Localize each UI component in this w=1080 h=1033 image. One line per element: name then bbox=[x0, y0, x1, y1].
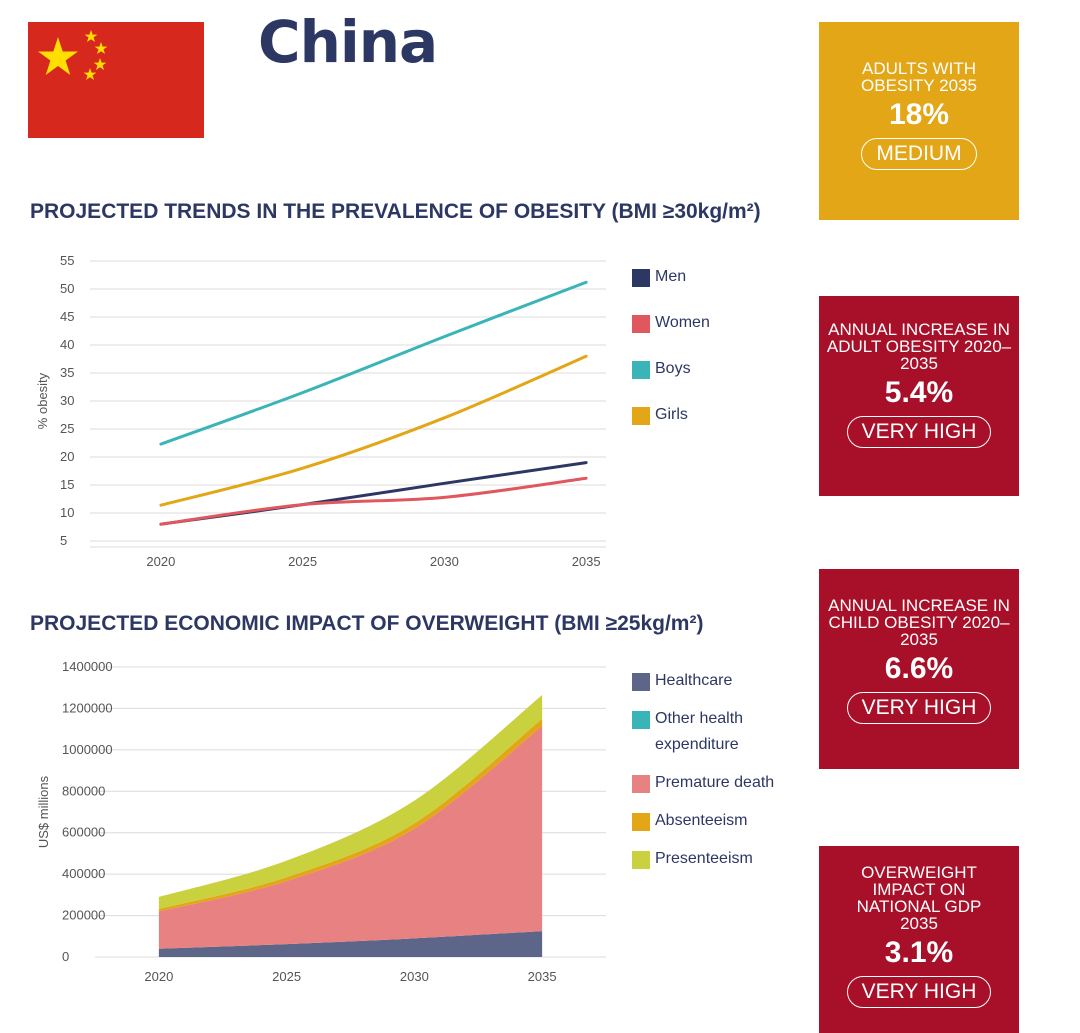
card-value: 18% bbox=[888, 98, 950, 131]
legend-item-other-health-expenditure: Other health expenditure bbox=[632, 710, 775, 758]
legend-label: Men bbox=[655, 268, 687, 285]
series-area-presenteeism bbox=[158, 694, 543, 909]
x-tick-label: 2035 bbox=[528, 969, 557, 984]
x-tick-label: 2030 bbox=[430, 554, 459, 569]
y-tick-label: 35 bbox=[60, 365, 74, 380]
card-rating-badge: MEDIUM bbox=[861, 138, 977, 170]
y-tick-label: 40 bbox=[60, 337, 74, 352]
obesity-trends-chart: 55 50 45 40 35 30 25 20 15 10 5 2020 2025 2030 2035 % o… bbox=[35, 253, 606, 569]
y-axis-label: US$ millions bbox=[36, 775, 51, 848]
card-value: 3.1% bbox=[884, 936, 954, 969]
card-rating-badge: VERY HIGH bbox=[846, 692, 992, 724]
card-heading: ANNUAL INCREASE IN ADULT OBESITY 2020–20… bbox=[826, 320, 1012, 373]
legend-label: Boys bbox=[655, 360, 691, 377]
legend-item-healthcare: Healthcare bbox=[632, 672, 775, 694]
legend-swatch bbox=[632, 711, 650, 729]
series-area-premature-death bbox=[158, 726, 543, 949]
legend-label: Absenteeism bbox=[655, 812, 748, 829]
y-tick-label: 20 bbox=[60, 449, 74, 464]
legend-item-absenteeism: Absenteeism bbox=[632, 812, 775, 834]
legend-item-men: Men bbox=[632, 268, 710, 290]
y-tick-label: 200000 bbox=[62, 908, 105, 923]
legend-swatch bbox=[632, 315, 650, 333]
legend-label: Girls bbox=[655, 406, 688, 423]
legend-swatch bbox=[632, 269, 650, 287]
x-tick-label: 2020 bbox=[144, 969, 173, 984]
y-tick-label: 30 bbox=[60, 393, 74, 408]
y-tick-label: 1200000 bbox=[62, 700, 113, 715]
series-line-boys bbox=[159, 280, 588, 446]
legend-label: Healthcare bbox=[655, 672, 733, 689]
x-tick-label: 2035 bbox=[572, 554, 601, 569]
x-tick-label: 2020 bbox=[146, 554, 175, 569]
legend-swatch bbox=[632, 775, 650, 793]
legend-swatch bbox=[632, 673, 650, 691]
y-tick-label: 25 bbox=[60, 421, 74, 436]
y-tick-label: 1400000 bbox=[62, 659, 113, 674]
page-title: China bbox=[258, 8, 438, 76]
x-tick-label: 2025 bbox=[272, 969, 301, 984]
legend-item-girls: Girls bbox=[632, 406, 710, 428]
obesity-trends-legend: Men Women Boys Girls bbox=[632, 268, 710, 452]
series-line-girls bbox=[159, 354, 588, 507]
y-tick-label: 5 bbox=[60, 533, 67, 548]
obesity-trends-title: PROJECTED TRENDS IN THE PREVALENCE OF OB… bbox=[30, 200, 761, 223]
legend-label: Women bbox=[655, 314, 710, 331]
stat-card-adult-obesity-increase: ANNUAL INCREASE IN ADULT OBESITY 2020–20… bbox=[819, 296, 1019, 496]
card-heading: ADULTS WITH OBESITY 2035 bbox=[861, 59, 977, 95]
legend-swatch bbox=[632, 851, 650, 869]
y-tick-label: 55 bbox=[60, 253, 74, 268]
economic-impact-title: PROJECTED ECONOMIC IMPACT OF OVERWEIGHT … bbox=[30, 612, 704, 635]
flag-stars-icon bbox=[38, 30, 108, 80]
legend-swatch bbox=[632, 407, 650, 425]
y-tick-label: 10 bbox=[60, 505, 74, 520]
legend-item-premature-death: Premature death bbox=[632, 774, 775, 796]
legend-swatch bbox=[632, 361, 650, 379]
legend-swatch bbox=[632, 813, 650, 831]
y-tick-label: 15 bbox=[60, 477, 74, 492]
legend-item-presenteeism: Presenteeism bbox=[632, 850, 775, 872]
economic-impact-legend: Healthcare Other health expenditure Premat… bbox=[632, 672, 775, 888]
y-tick-label: 1000000 bbox=[62, 742, 113, 757]
legend-label: Other health expenditure bbox=[655, 710, 744, 753]
x-tick-label: 2025 bbox=[288, 554, 317, 569]
card-heading: ANNUAL INCREASE IN CHILD OBESITY 2020–20… bbox=[828, 596, 1010, 649]
stat-card-gdp-impact: OVERWEIGHT IMPACT ON NATIONAL GDP 2035 3… bbox=[819, 846, 1019, 1033]
stat-card-adult-obesity-2035: ADULTS WITH OBESITY 2035 18% MEDIUM bbox=[819, 22, 1019, 220]
card-value: 5.4% bbox=[884, 376, 954, 409]
y-axis-label: % obesity bbox=[35, 372, 50, 429]
card-value: 6.6% bbox=[884, 652, 954, 685]
stat-card-child-obesity-increase: ANNUAL INCREASE IN CHILD OBESITY 2020–20… bbox=[819, 569, 1019, 769]
china-flag bbox=[28, 22, 204, 138]
y-tick-label: 400000 bbox=[62, 866, 105, 881]
legend-item-women: Women bbox=[632, 314, 710, 336]
y-tick-label: 50 bbox=[60, 281, 74, 296]
y-tick-label: 0 bbox=[62, 949, 69, 964]
card-rating-badge: VERY HIGH bbox=[846, 976, 992, 1008]
legend-item-boys: Boys bbox=[632, 360, 710, 382]
series-line-women bbox=[159, 476, 588, 526]
card-rating-badge: VERY HIGH bbox=[846, 416, 992, 448]
y-tick-label: 45 bbox=[60, 309, 74, 324]
legend-label: Premature death bbox=[655, 774, 775, 791]
x-tick-label: 2030 bbox=[400, 969, 429, 984]
economic-impact-chart: 1400000 1200000 1000000 800000 600000 400000 2… bbox=[36, 659, 606, 984]
y-tick-label: 600000 bbox=[62, 825, 105, 840]
y-tick-label: 800000 bbox=[62, 783, 105, 798]
card-heading: OVERWEIGHT IMPACT ON NATIONAL GDP 2035 bbox=[856, 863, 982, 933]
legend-label: Presenteeism bbox=[655, 850, 753, 867]
series-area-healthcare bbox=[158, 931, 543, 957]
